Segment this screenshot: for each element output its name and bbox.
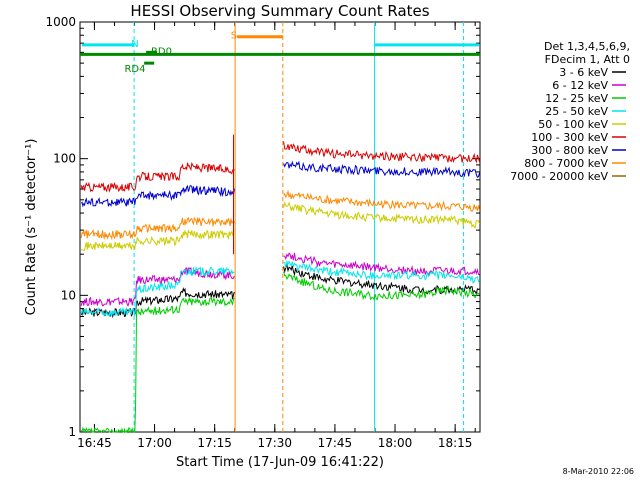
- series-line: [283, 189, 481, 213]
- series-line: [80, 161, 235, 193]
- x-tick-label: 17:30: [257, 436, 292, 450]
- x-tick-label: 16:45: [77, 436, 112, 450]
- series-line: [283, 271, 480, 301]
- chart-title: HESSI Observing Summary Count Rates: [130, 2, 430, 20]
- flag-label: RD4: [124, 64, 145, 75]
- x-tick-label: 18:00: [378, 436, 413, 450]
- legend-entry-label: 6 - 12 keV: [552, 79, 608, 92]
- legend-entry-label: 7000 - 20000 keV: [510, 170, 608, 183]
- series-line: [80, 265, 235, 317]
- series-line: [80, 296, 235, 434]
- legend-entry-label: 800 - 7000 keV: [524, 157, 608, 170]
- x-axis-label: Start Time (17-Jun-09 16:41:22): [176, 455, 384, 470]
- series-line: [283, 160, 481, 178]
- flag-label: N: [131, 39, 138, 50]
- timestamp: 8-Mar-2010 22:06: [562, 467, 634, 476]
- series-line: [283, 201, 481, 229]
- legend-entry-label: 100 - 300 keV: [531, 131, 608, 144]
- legend-header: Det 1,3,4,5,6,9,: [544, 40, 630, 53]
- x-tick-label: 17:00: [137, 436, 172, 450]
- x-tick-label: 18:15: [438, 436, 473, 450]
- y-tick-label: 1000: [45, 15, 76, 29]
- plot-frame: [79, 21, 481, 433]
- series-line: [283, 263, 480, 296]
- legend-entry-label: 3 - 6 keV: [559, 66, 608, 79]
- legend-header: FDecim 1, Att 0: [545, 53, 630, 66]
- y-tick-label: 10: [61, 288, 76, 302]
- series-line: [81, 229, 235, 251]
- legend-entry-label: 25 - 50 keV: [545, 105, 608, 118]
- x-tick-label: 17:15: [197, 436, 232, 450]
- y-tick-label: 1: [68, 425, 76, 439]
- series-line: [283, 252, 480, 277]
- legend-entry-label: 300 - 800 keV: [531, 144, 608, 157]
- flag-label: RD0: [151, 46, 172, 57]
- series-line: [80, 216, 235, 241]
- x-tick-label: 17:45: [318, 436, 353, 450]
- series-line: [283, 259, 481, 284]
- y-tick-label: 100: [53, 152, 76, 166]
- flag-label: S: [231, 31, 237, 42]
- legend-entry-label: 50 - 100 keV: [538, 118, 608, 131]
- series-line: [283, 141, 481, 164]
- series-line: [80, 184, 235, 208]
- y-axis-label: Count Rate (s⁻¹ detector⁻¹): [24, 139, 39, 316]
- series-line: [80, 267, 235, 307]
- legend-entry-label: 12 - 25 keV: [545, 92, 608, 105]
